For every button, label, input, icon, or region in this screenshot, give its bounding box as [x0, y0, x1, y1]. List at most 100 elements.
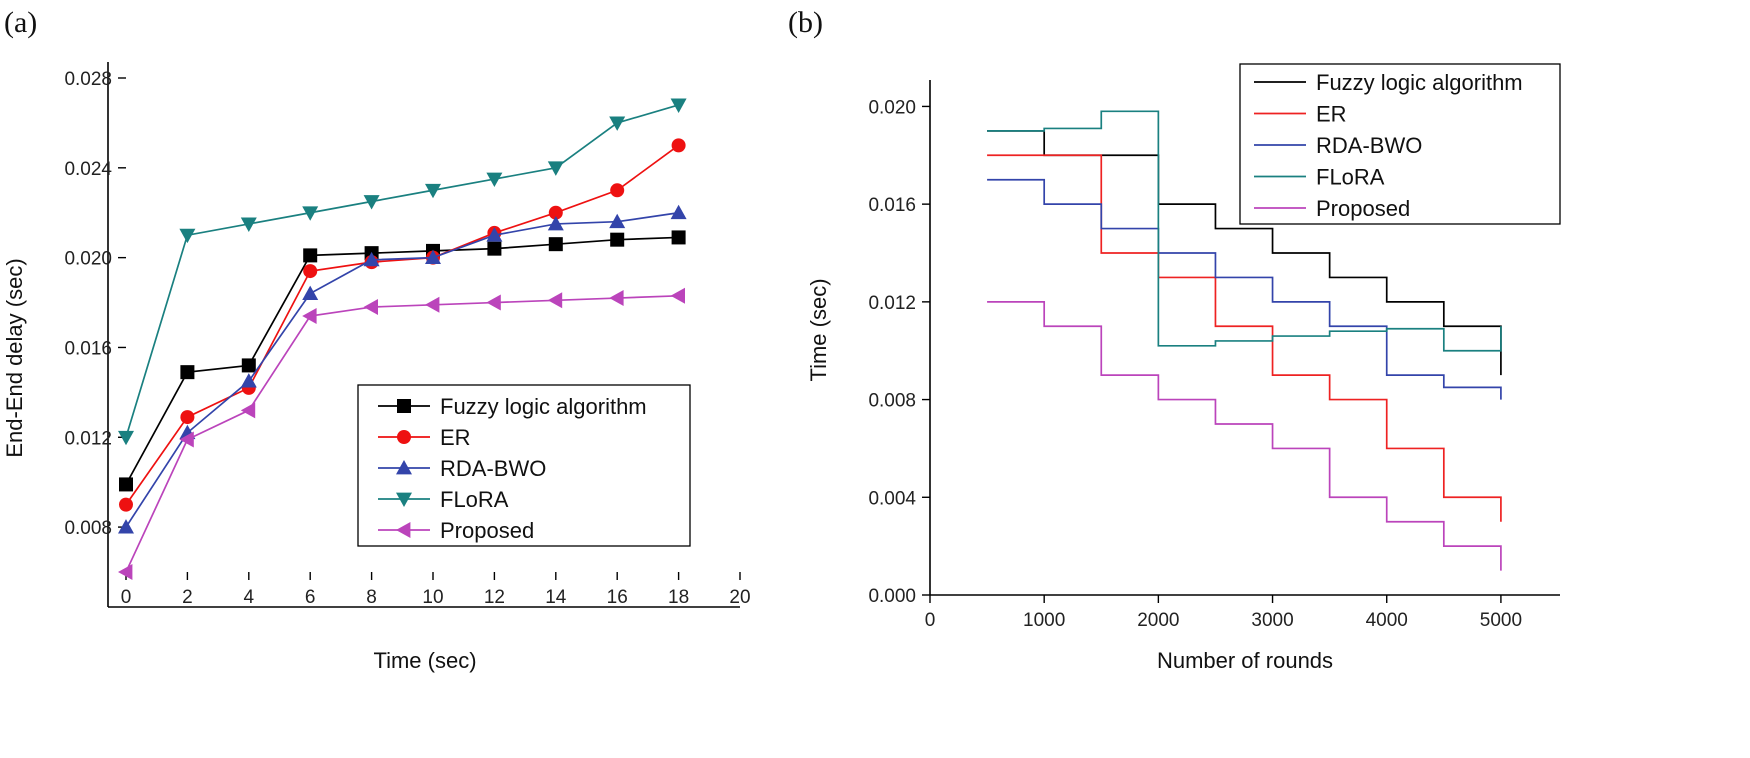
panel-a-x-axis-title: Time (sec): [373, 648, 476, 673]
panel-a-point-fuzzy-logic-algorithm: [241, 358, 256, 373]
panel-a-point-flora: [425, 183, 441, 199]
panel-b-x-tick-label: 0: [925, 610, 936, 631]
panel-a-legend-label-rda-bwo: RDA-BWO: [440, 456, 546, 481]
panel-b-x-tick-label: 1000: [1023, 610, 1065, 631]
panel-a-point-flora: [609, 116, 626, 131]
panel-a-x-tick-label: 18: [668, 587, 689, 608]
panel-a-legend-marker-fuzzy-logic-algorithm: [397, 399, 411, 413]
panel-a-series-line-fuzzy-logic-algorithm: [125, 236, 679, 485]
panel-a-point-flora: [547, 161, 564, 176]
panel-a-x-tick-label: 6: [305, 587, 316, 608]
panel-a-point-fuzzy-logic-algorithm: [610, 232, 625, 247]
panel-a-point-er: [548, 205, 563, 220]
panel-b-y-axis-title: Time (sec): [806, 278, 831, 381]
panel-a-legend-marker-flora: [396, 492, 412, 507]
panel-a-legend: Fuzzy logic algorithm ER RDA-BWO FLoRA Propo…: [378, 394, 647, 543]
panel-a-point-fuzzy-logic-algorithm: [671, 230, 686, 245]
panel-a-point-flora: [118, 430, 134, 446]
panel-a-series-group: [118, 98, 687, 580]
panel-b-x-tick-label: 5000: [1480, 610, 1522, 631]
panel-b-series-line-rda-bwo: [987, 178, 1502, 400]
panel-b-y-tick-label: 0.000: [868, 586, 916, 607]
panel-a-point-fuzzy-logic-algorithm: [487, 241, 502, 256]
panel-a-point-er: [180, 410, 195, 425]
panel-a-x-tick-label: 10: [422, 587, 443, 608]
panel-a-y-tick-label: 0.008: [64, 518, 112, 539]
panel-a-legend-box: [357, 384, 691, 547]
panel-a-series-line-flora: [125, 104, 679, 438]
panel-a-point-flora: [363, 195, 380, 210]
panel-a-x-tick-label: 4: [244, 587, 255, 608]
panel-a-legend-label-proposed: Proposed: [440, 518, 534, 543]
panel-b-y-tick-label: 0.012: [868, 293, 916, 314]
panel-a-legend-label-flora: FLoRA: [440, 487, 509, 512]
panel-a-x-tick-label: 16: [607, 587, 628, 608]
panel-a-point-proposed: [425, 296, 440, 313]
panel-a-point-fuzzy-logic-algorithm: [548, 237, 563, 252]
panel-b-x-tick-label: 4000: [1366, 610, 1408, 631]
panel-a-point-fuzzy-logic-algorithm: [303, 248, 318, 263]
panel-b-y-tick-label: 0.008: [868, 391, 916, 412]
panel-a-series-line-proposed: [125, 294, 679, 573]
panel-b-x-axis-title: Number of rounds: [1157, 648, 1333, 673]
panel-a-point-er: [119, 497, 133, 512]
panel-a-point-proposed: [179, 431, 194, 448]
panel-a-point-flora: [302, 206, 319, 221]
panel-a-legend-label-fuzzy-logic-algorithm: Fuzzy logic algorithm: [440, 394, 647, 419]
panel-b-series-line-proposed: [987, 301, 1502, 571]
panel-a-legend-marker-er: [397, 430, 411, 444]
panel-a-point-rda-bwo: [609, 213, 626, 229]
panel-b-legend-label-fuzzy-logic-algorithm: Fuzzy logic algorithm: [1316, 70, 1523, 95]
panel-b-series-line-flora: [987, 110, 1502, 352]
panel-a-y-tick-label: 0.012: [64, 428, 112, 449]
panel-a-point-rda-bwo: [363, 251, 380, 267]
panel-a-point-flora: [179, 228, 196, 244]
panel-a-legend-marker-proposed: [396, 522, 411, 538]
panel-a-point-fuzzy-logic-algorithm: [180, 365, 195, 380]
panel-a-legend-label-er: ER: [440, 425, 471, 450]
panel-a-series-line-rda-bwo: [125, 211, 679, 528]
panel-a-line-chart: (a) 0 2 4 6 8 10 12 14 16 18 20 0.008 0.012 0.016 0.02…: [2, 6, 751, 673]
panel-a-point-er: [303, 264, 318, 279]
panel-b-legend-label-proposed: Proposed: [1316, 196, 1410, 221]
panel-a-y-tick-label: 0.028: [64, 69, 112, 90]
panel-a-point-rda-bwo: [118, 519, 134, 534]
panel-b-y-tick-label: 0.020: [868, 97, 916, 118]
panel-a-point-rda-bwo: [240, 373, 257, 388]
panel-b-x-tick-label: 2000: [1137, 610, 1179, 631]
panel-a-point-proposed: [302, 308, 317, 325]
panel-a-point-proposed: [240, 402, 256, 419]
panel-a-point-flora: [486, 172, 503, 188]
panel-a-point-proposed: [547, 292, 563, 309]
panel-a-point-proposed: [118, 564, 133, 580]
panel-a-point-rda-bwo: [486, 227, 503, 242]
panel-a-y-tick-label: 0.024: [64, 159, 112, 180]
panel-a-x-tick-label: 0: [121, 587, 132, 608]
panel-b-legend-label-flora: FLoRA: [1316, 165, 1385, 190]
panel-a-point-flora: [670, 98, 687, 113]
panel-a-point-proposed: [486, 294, 501, 311]
panel-a-point-proposed: [609, 290, 624, 307]
panel-b-series-group: [987, 110, 1502, 571]
panel-a-point-rda-bwo: [670, 204, 687, 220]
panel-a-point-er: [610, 183, 625, 198]
panel-a-point-rda-bwo: [425, 249, 441, 265]
panel-b-legend-label-rda-bwo: RDA-BWO: [1316, 133, 1422, 158]
panel-a-point-flora: [240, 217, 257, 232]
panel-b-y-tick-label: 0.016: [868, 195, 916, 216]
panel-a-y-tick-label: 0.016: [64, 338, 112, 359]
panel-a-x-tick-label: 12: [484, 587, 505, 608]
panel-b-series-line-er: [987, 154, 1502, 522]
panel-a-point-proposed: [670, 287, 685, 304]
panel-a-ticks: 0 2 4 6 8 10 12 14 16 18 20 0.008 0.012 0.016 0.020 0.0…: [64, 69, 750, 608]
panel-a-x-tick-label: 14: [545, 587, 567, 608]
panel-a-x-tick-label: 2: [182, 587, 193, 608]
panel-b-legend-box: [1239, 63, 1561, 225]
panel-a-legend-marker-rda-bwo: [396, 460, 412, 475]
panel-b-label: (b): [788, 6, 823, 39]
panel-a-x-tick-label: 8: [366, 587, 377, 608]
panel-b-ticks: 0 1000 2000 3000 4000 5000 0.000 0.004 0.008 0.01…: [868, 97, 1522, 631]
panel-b-x-tick-label: 3000: [1251, 610, 1293, 631]
panel-b-y-tick-label: 0.004: [868, 488, 916, 509]
